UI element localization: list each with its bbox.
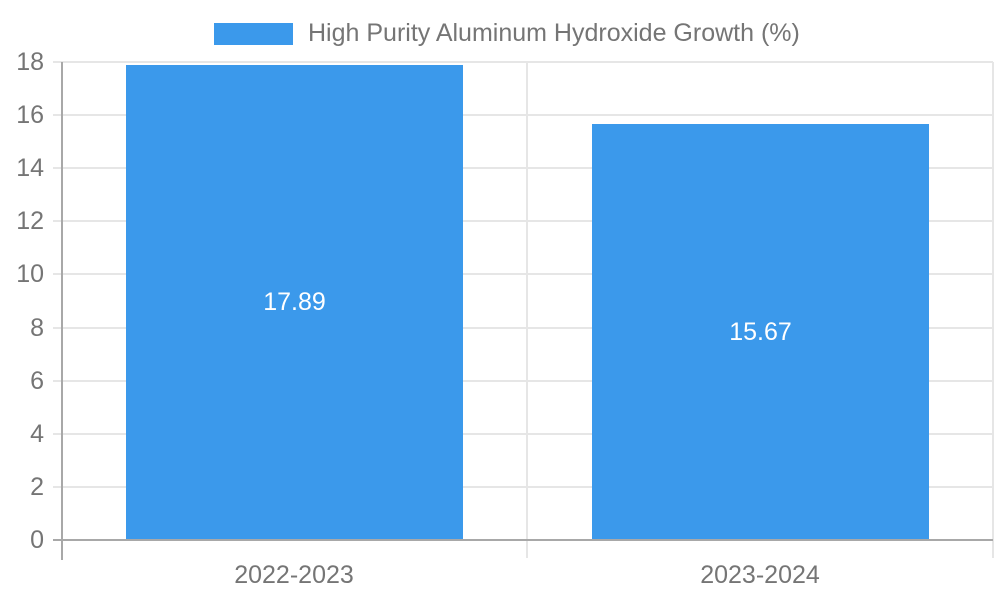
category-divider [526,62,528,558]
gridline [53,379,993,382]
y-tick-label: 12 [16,207,44,236]
y-tick-label: 8 [30,313,44,342]
y-tick-label: 4 [30,419,44,448]
plot-area: 17.89 15.67 [53,61,994,560]
y-tick-label: 18 [16,48,44,76]
chart-legend[interactable]: High Purity Aluminum Hydroxide Growth (%… [214,21,800,46]
gridline [53,432,993,435]
y-tick-label: 16 [16,101,44,130]
legend-label: High Purity Aluminum Hydroxide Growth (%… [308,19,800,47]
plot-right-border [992,62,994,558]
gridline [53,61,993,63]
y-tick-label: 10 [16,260,44,289]
bar-value-label: 17.89 [263,288,326,316]
gridline [53,485,993,488]
y-tick-label: 14 [16,154,44,183]
y-tick-label: 6 [30,366,44,395]
gridline [53,326,993,329]
bar[interactable]: 15.67 [592,124,929,540]
y-tick-label: 0 [30,526,44,554]
x-axis-label: 2022-2023 [234,561,354,589]
bar-value-label: 15.67 [729,317,792,346]
legend-swatch [214,22,293,45]
bar[interactable]: 17.89 [126,65,463,540]
gridline [53,220,993,223]
y-tick-label: 2 [30,472,44,501]
gridline [53,114,993,117]
x-axis-label: 2023-2024 [700,561,820,589]
gridline [53,167,993,170]
x-axis-line [53,539,993,541]
gridline [53,273,993,276]
y-axis-line [61,62,63,560]
